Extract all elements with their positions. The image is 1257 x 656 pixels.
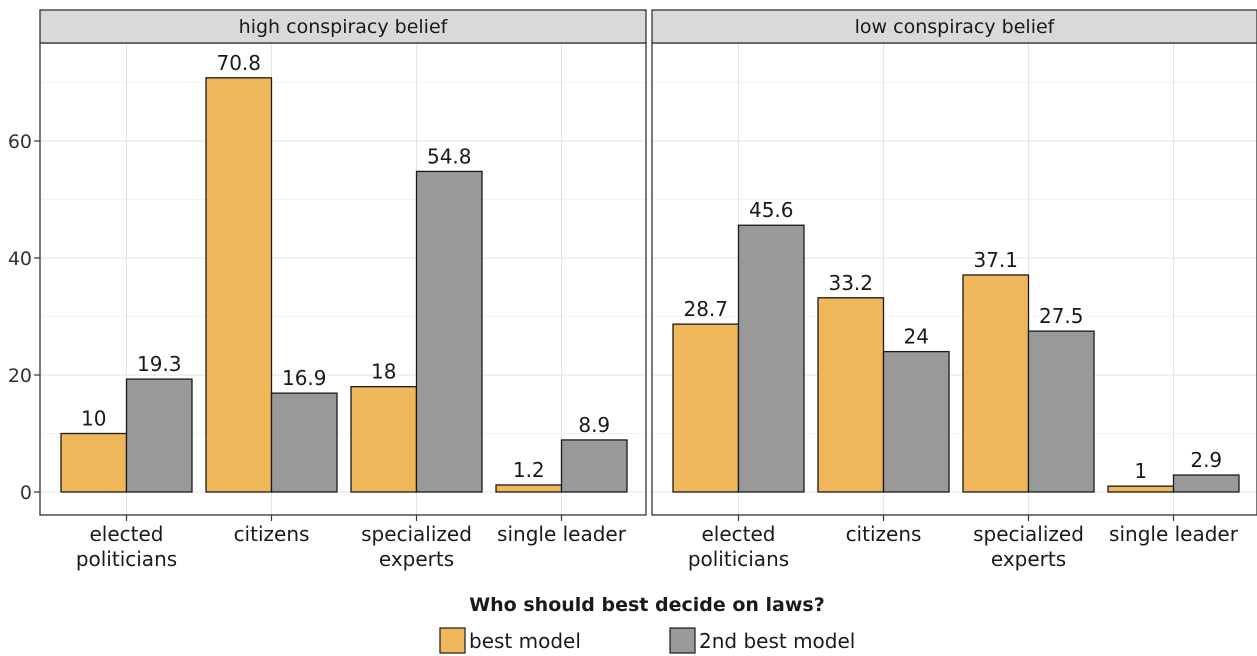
bar-best-model [672,323,740,493]
bar-value-label: 45.6 [749,198,794,222]
facet-title: low conspiracy belief [855,16,1056,38]
bar-value-label: 54.8 [427,144,472,168]
legend-key [439,627,466,654]
y-tick-label: 0 [20,482,32,504]
facet-strip [39,9,647,44]
bar-value-label: 37.1 [973,248,1018,272]
x-tick-label: single leader [497,522,627,546]
y-tick-label: 60 [8,131,32,153]
bar-value-label: 27.5 [1039,304,1084,328]
bar-value-label: 1 [1134,459,1147,483]
legend-label: best model [469,629,581,653]
bar-value-label: 16.9 [282,366,327,390]
bar-2nd-best-model [415,170,483,493]
panel-high: 10 70.8 18 1.2 19.3 16.9 54.8 8.9 high conspirac… [39,9,647,571]
bar-value-label: 18 [371,360,396,384]
x-tick-label: politicians [688,547,789,571]
legend-key [669,627,696,654]
panel-low: 28.7 33.2 37.1 1 45.6 24 27.5 2.9 low conspiracy… [651,9,1257,571]
x-tick-label: elected [701,522,775,546]
bar-best-model [1107,485,1175,493]
bar-2nd-best-model [125,378,193,493]
facet-title: high conspiracy belief [239,16,449,38]
bar-best-model [495,484,563,493]
bar-best-model [350,386,418,493]
x-tick-label: experts [379,547,454,571]
bar-best-model [962,274,1030,493]
bar-2nd-best-model [1027,330,1095,493]
bar-2nd-best-model [737,224,805,493]
bar-value-label: 1.2 [513,458,545,482]
bar-value-label: 10 [81,407,106,431]
bar-best-model [817,297,885,493]
x-tick-label: single leader [1109,522,1239,546]
bar-best-model [205,77,273,493]
bar-value-label: 2.9 [1190,448,1222,472]
x-tick-label: citizens [234,522,310,546]
bar-value-label: 33.2 [828,271,873,295]
bar-value-label: 70.8 [216,51,261,75]
legend: best model 2nd best model [439,627,855,654]
x-tick-label: experts [991,547,1066,571]
x-tick-label: specialized [361,522,472,546]
x-tick-label: elected [89,522,163,546]
bar-value-label: 19.3 [137,352,182,376]
bar-value-label: 8.9 [578,413,610,437]
x-tick-label: citizens [846,522,922,546]
bar-value-label: 28.7 [683,297,728,321]
bar-best-model [60,432,128,493]
y-tick-label: 20 [8,365,32,387]
bar-2nd-best-model [270,392,338,493]
x-tick-label: politicians [76,547,177,571]
bar-2nd-best-model [882,350,950,493]
bar-2nd-best-model [1172,474,1240,493]
bar-2nd-best-model [560,439,628,493]
x-axis-title: Who should best decide on laws? [469,594,825,616]
x-tick-label: specialized [973,522,1084,546]
bar-value-label: 24 [904,325,929,349]
y-tick-label: 40 [8,248,32,270]
facet-strip [651,9,1257,44]
legend-label: 2nd best model [699,629,855,653]
